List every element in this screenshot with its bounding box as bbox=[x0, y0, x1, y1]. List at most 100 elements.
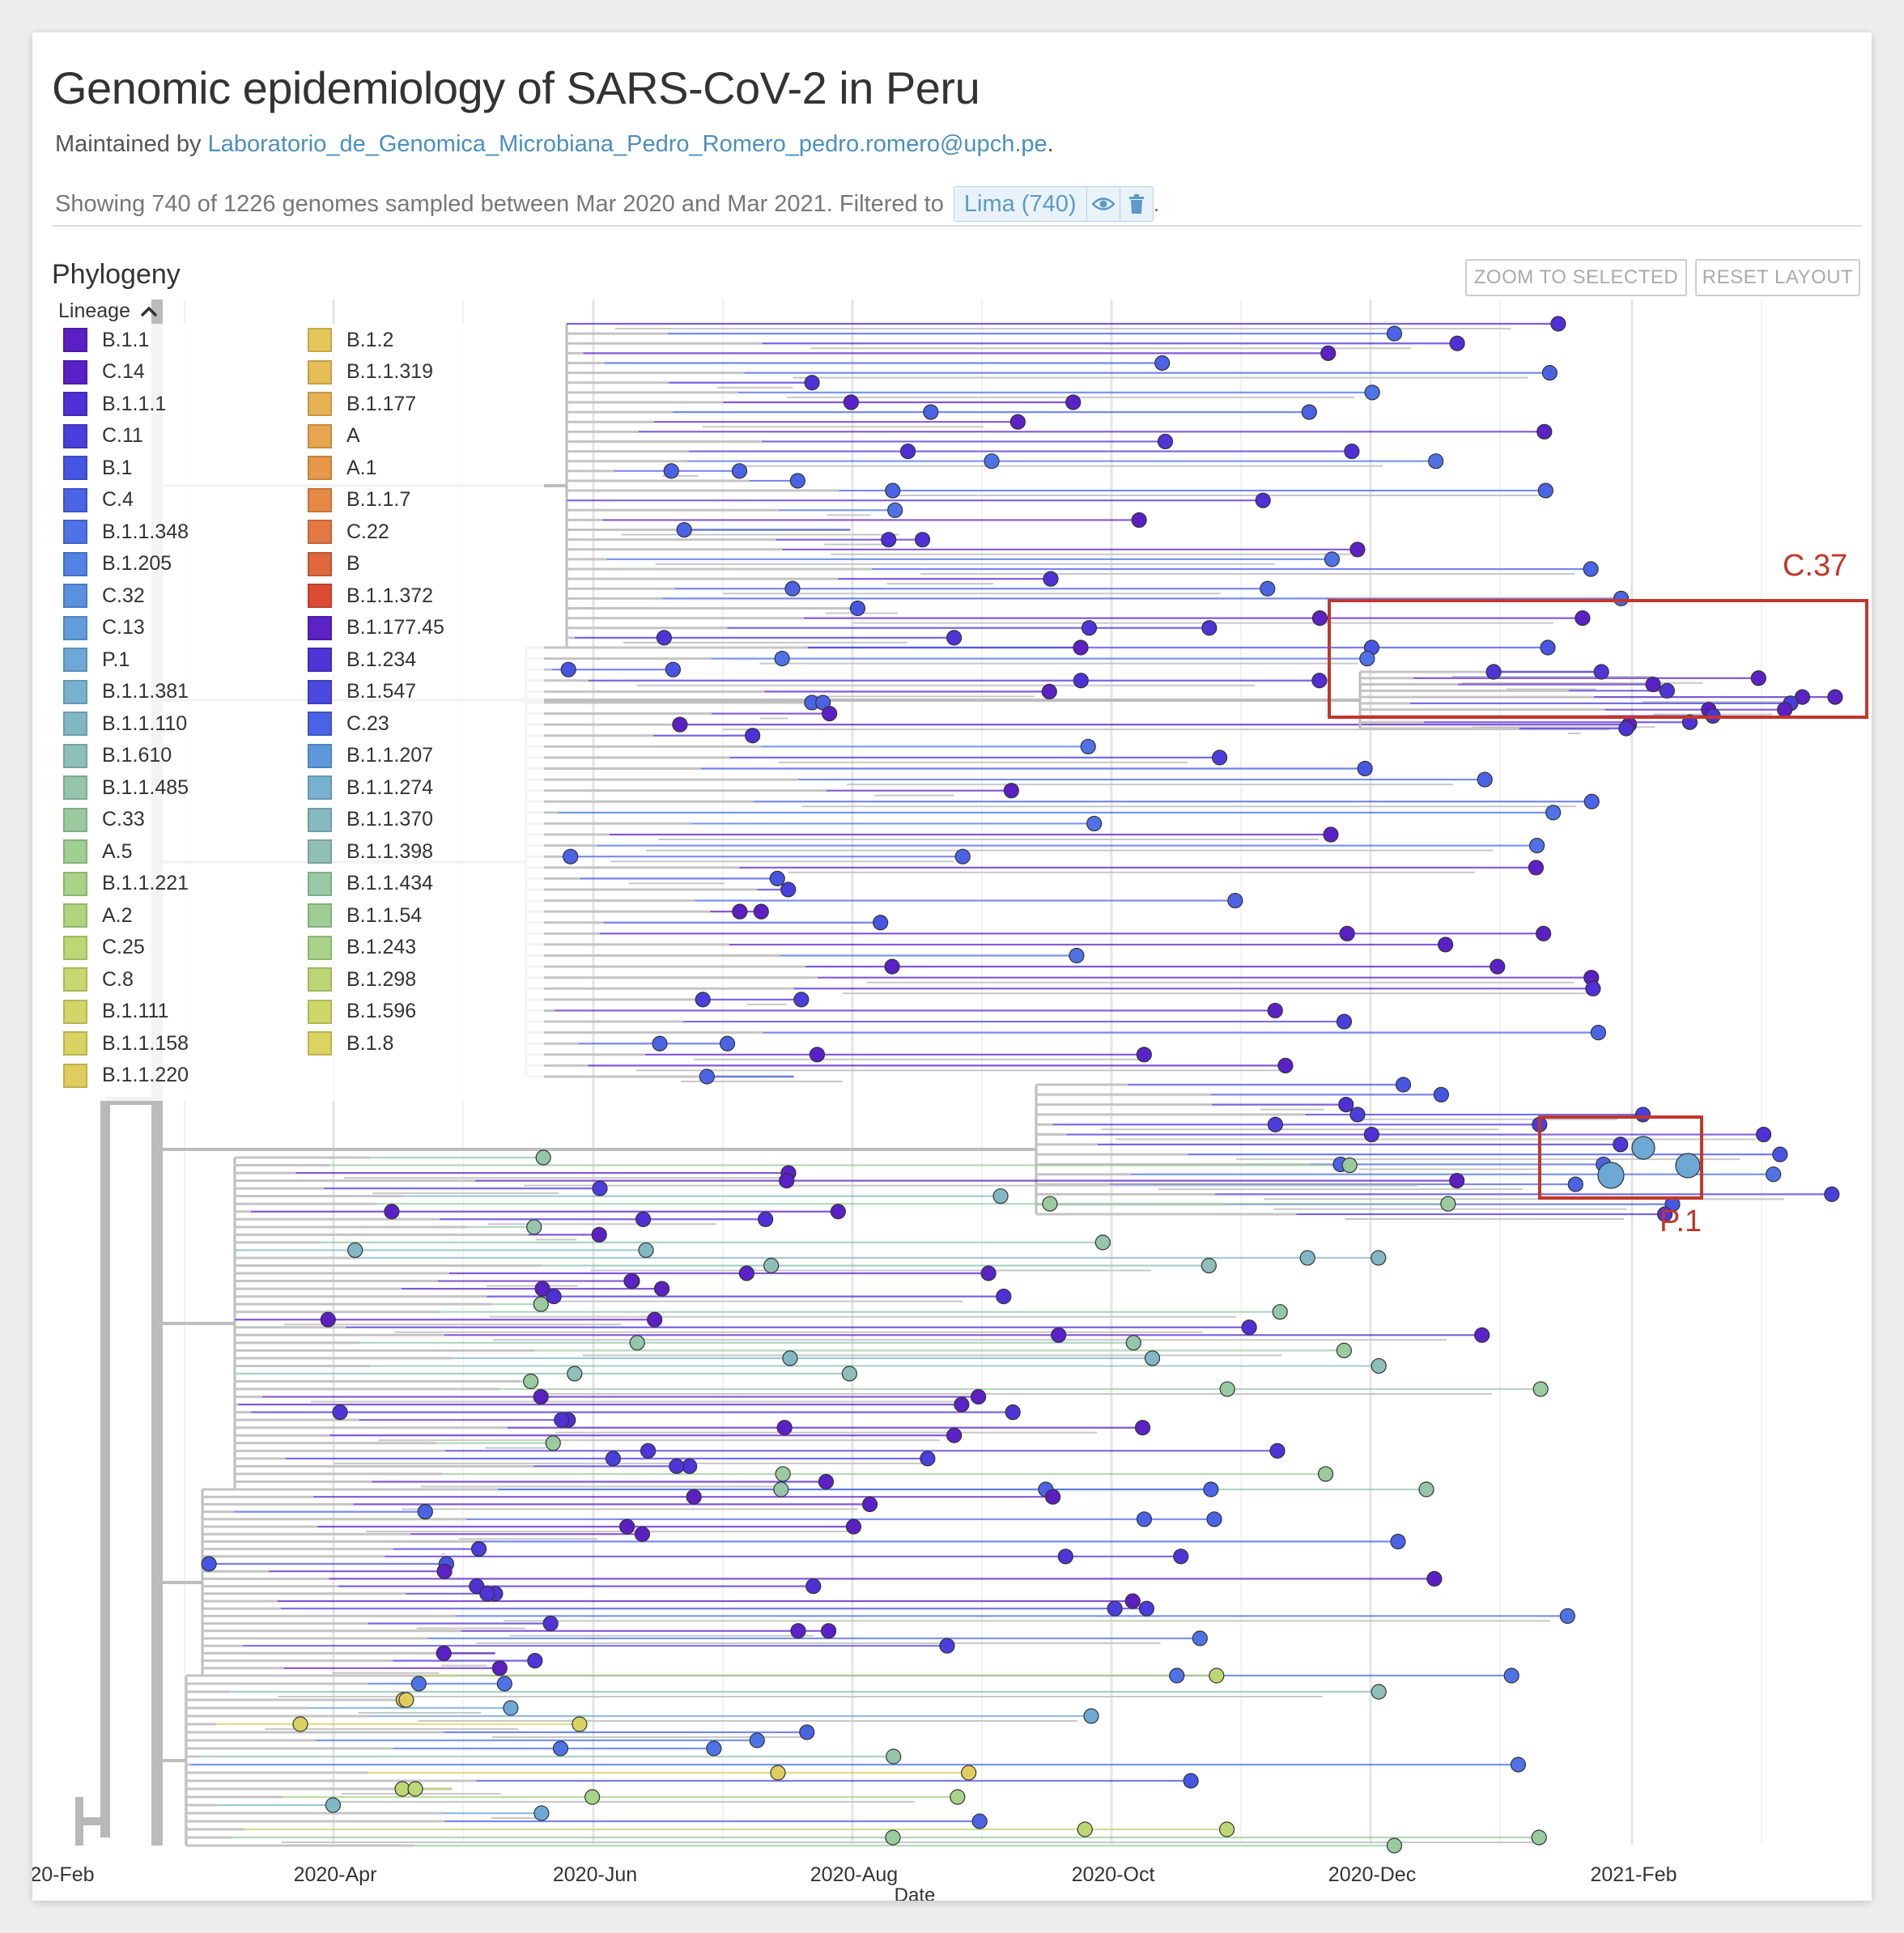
tip-circle bbox=[920, 1451, 936, 1467]
legend-item[interactable]: B.1.1.207 bbox=[308, 741, 433, 771]
tip-circle bbox=[1440, 1196, 1456, 1212]
legend-label: B bbox=[346, 552, 360, 575]
legend-item[interactable]: B.1.1.220 bbox=[63, 1061, 189, 1090]
legend-item[interactable]: B.1 bbox=[63, 453, 133, 482]
tip-circle bbox=[805, 1578, 822, 1595]
legend-item[interactable]: B.1.1.348 bbox=[63, 517, 189, 546]
legend-item[interactable]: B.1.177 bbox=[308, 389, 416, 418]
legend-item[interactable]: B.1.243 bbox=[308, 933, 416, 962]
tip-circle bbox=[1080, 738, 1096, 754]
tip-circle bbox=[1528, 860, 1545, 876]
legend-item[interactable]: B.1.610 bbox=[63, 741, 172, 771]
legend-item[interactable]: B bbox=[308, 550, 360, 579]
legend-item[interactable]: C.22 bbox=[308, 517, 389, 546]
legend-item[interactable]: B.1.1.110 bbox=[63, 709, 187, 738]
trash-icon[interactable] bbox=[1119, 187, 1153, 221]
legend-item[interactable]: B.1.1.54 bbox=[308, 901, 422, 930]
tip-circle bbox=[554, 1412, 570, 1428]
legend-label: B.1.1.370 bbox=[346, 808, 434, 831]
legend-item[interactable]: C.14 bbox=[63, 358, 145, 387]
tip-circle bbox=[809, 1047, 826, 1063]
legend-label: A.2 bbox=[102, 903, 133, 927]
legend-label: C.25 bbox=[102, 936, 145, 958]
legend-item[interactable]: B.1.111 bbox=[63, 997, 168, 1026]
zoom-to-selected-button[interactable]: ZOOM TO SELECTED bbox=[1465, 259, 1687, 296]
tip-circle bbox=[782, 1350, 798, 1366]
tip-circle bbox=[769, 870, 785, 886]
tip-circle bbox=[1364, 384, 1380, 401]
filter-chip-label[interactable]: Lima (740) bbox=[963, 190, 1077, 217]
legend-item[interactable]: B.1.1.221 bbox=[63, 869, 189, 899]
legend-swatch bbox=[308, 520, 332, 544]
legend-item[interactable]: B.1.1.7 bbox=[308, 486, 410, 515]
filter-chip[interactable]: Lima (740) bbox=[953, 186, 1154, 222]
legend-item[interactable]: B.1.1.370 bbox=[308, 805, 433, 835]
legend-item[interactable]: B.1.1.158 bbox=[63, 1029, 189, 1058]
tip-circle bbox=[325, 1797, 342, 1813]
tip-circle bbox=[1390, 1533, 1406, 1550]
legend-item[interactable]: B.1.547 bbox=[308, 678, 416, 707]
legend-swatch bbox=[63, 775, 87, 800]
legend-item[interactable]: B.1.1.398 bbox=[308, 837, 433, 866]
tip-circle bbox=[1531, 1829, 1547, 1846]
axis-tick-label: 2020-Dec bbox=[1328, 1863, 1417, 1886]
maintainer-link[interactable]: Laboratorio_de_Genomica_Microbiana_Pedro… bbox=[207, 131, 1048, 157]
tip-circle bbox=[1433, 1086, 1449, 1102]
tip-circle bbox=[699, 1068, 715, 1085]
legend-item[interactable]: B.1.205 bbox=[63, 550, 172, 579]
tip-circle bbox=[1371, 1357, 1387, 1374]
legend-item[interactable]: C.11 bbox=[63, 422, 143, 451]
tip-circle bbox=[1044, 1489, 1061, 1505]
legend-item[interactable]: A.5 bbox=[63, 837, 133, 866]
tip-circle bbox=[923, 404, 939, 420]
tip-circle bbox=[470, 1540, 487, 1557]
legend-item[interactable]: A bbox=[308, 422, 360, 451]
tip-circle bbox=[560, 661, 576, 678]
legend-item[interactable]: B.1.596 bbox=[308, 997, 416, 1026]
legend-item[interactable]: B.1.298 bbox=[308, 965, 416, 994]
legend-item[interactable]: B.1.1.372 bbox=[308, 581, 433, 610]
reset-layout-button[interactable]: RESET LAYOUT bbox=[1695, 259, 1860, 296]
tip-circle bbox=[1320, 345, 1337, 361]
tip-circle bbox=[1218, 1821, 1235, 1837]
legend-item[interactable]: P.1 bbox=[63, 645, 130, 674]
legend-item[interactable]: C.25 bbox=[63, 933, 145, 962]
legend-swatch bbox=[308, 615, 332, 640]
tip-circle bbox=[773, 1481, 789, 1498]
legend-item[interactable]: A.1 bbox=[308, 453, 377, 482]
axis-tick-label: 020-Feb bbox=[32, 1863, 95, 1886]
legend-item[interactable]: B.1.1.434 bbox=[308, 869, 433, 899]
tip-circle bbox=[1449, 1173, 1465, 1189]
legend-item[interactable]: C.13 bbox=[63, 614, 145, 643]
legend-item[interactable]: A.2 bbox=[63, 901, 133, 930]
legend-item[interactable]: B.1.1.485 bbox=[63, 773, 189, 802]
tip-circle bbox=[523, 1373, 539, 1390]
legend-item[interactable]: B.1.2 bbox=[308, 325, 393, 355]
legend-item[interactable]: C.32 bbox=[63, 581, 145, 610]
tip-circle bbox=[656, 630, 672, 646]
legend-toggle[interactable]: Lineage bbox=[58, 300, 158, 323]
tip-circle bbox=[1550, 316, 1566, 332]
legend-item[interactable]: B.1.234 bbox=[308, 645, 416, 674]
legend-item[interactable]: B.1.1.381 bbox=[63, 678, 189, 707]
legend-item[interactable]: C.4 bbox=[63, 486, 134, 515]
tip-circle bbox=[1073, 639, 1089, 656]
tip-circle bbox=[669, 1458, 685, 1474]
legend-item[interactable]: B.1.1.1 bbox=[63, 389, 166, 418]
legend-item[interactable]: B.1.1.319 bbox=[308, 358, 433, 387]
eye-icon[interactable] bbox=[1086, 187, 1120, 221]
legend-item[interactable]: C.33 bbox=[63, 805, 145, 835]
legend-label: B.1.234 bbox=[346, 648, 417, 671]
legend-item[interactable]: B.1.177.45 bbox=[308, 614, 444, 643]
tip-circle bbox=[1136, 1047, 1152, 1063]
legend-swatch bbox=[63, 487, 87, 512]
tip-circle bbox=[1485, 664, 1502, 680]
tip-circle bbox=[1041, 683, 1057, 699]
legend-item[interactable]: C.23 bbox=[308, 709, 389, 738]
legend-label: B.1.1.398 bbox=[346, 839, 434, 863]
legend-item[interactable]: C.8 bbox=[63, 965, 134, 994]
tip-circle bbox=[950, 1789, 966, 1805]
legend-item[interactable]: B.1.1.274 bbox=[308, 773, 433, 802]
legend-item[interactable]: B.1.1 bbox=[63, 325, 149, 355]
legend-item[interactable]: B.1.8 bbox=[308, 1029, 393, 1058]
